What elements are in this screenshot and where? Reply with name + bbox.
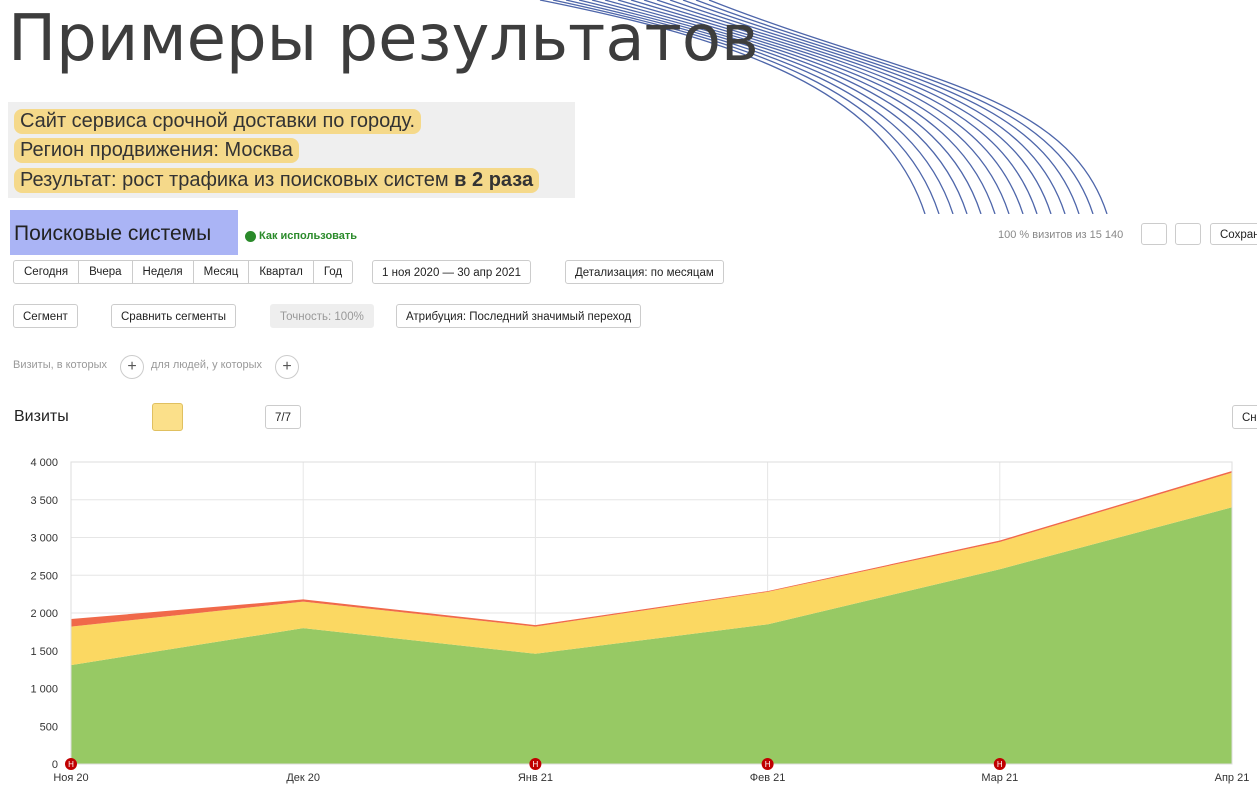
add-filter[interactable]: + — [275, 355, 299, 379]
decor-arc — [591, 0, 982, 214]
decor-arc — [656, 0, 1052, 214]
date-range[interactable]: 1 ноя 2020 — 30 апр 2021 — [372, 260, 532, 284]
x-tick-label: Янв 21 — [518, 772, 553, 784]
stacked-view-button[interactable] — [152, 403, 183, 431]
y-tick-label: 3 000 — [30, 533, 58, 545]
title-highlight — [10, 210, 238, 255]
metric-label: Визиты — [14, 408, 69, 425]
decor-arc — [617, 0, 1010, 214]
decor-arc — [565, 0, 954, 214]
y-tick-label: 1 000 — [30, 684, 58, 696]
segment-button[interactable]: Сегмент — [13, 304, 78, 328]
report-title: Поисковые системы — [14, 222, 212, 245]
notes-box: Сайт сервиса срочной доставки по городу.… — [8, 102, 575, 198]
decor-arc — [708, 0, 1108, 214]
plot-border — [70, 461, 1233, 765]
page-title: Примеры результатов — [8, 2, 759, 76]
attribution-button[interactable]: Атрибуция: Последний значимый переход — [396, 304, 642, 328]
y-tick-label: 2 000 — [30, 608, 58, 620]
x-tick-label: Ноя 20 — [53, 772, 88, 784]
note: Сайт сервиса срочной доставки по городу. — [14, 109, 421, 134]
decor-arc — [643, 0, 1038, 214]
accuracy-button: Точность: 100% — [270, 304, 374, 328]
filter-visits: Визиты, в которых — [13, 359, 107, 371]
event-marker — [761, 758, 774, 770]
help-link[interactable]: Как использовать — [245, 230, 357, 242]
y-tick-label: 3 500 — [30, 495, 58, 507]
annotations-dropdown[interactable]: 7/7 — [265, 405, 301, 429]
decor-arc — [669, 0, 1066, 214]
note: Результат: рост трафика из поисковых сис… — [14, 168, 540, 193]
export-button[interactable] — [1175, 223, 1201, 245]
history-button[interactable] — [1141, 223, 1167, 245]
note-bold: в 2 раза — [454, 169, 534, 191]
note-text: Результат: рост трафика из поисковых сис… — [20, 169, 449, 191]
decor-arc — [604, 0, 996, 214]
x-tick-label: Дек 20 — [286, 772, 320, 784]
event-label: Н — [533, 760, 539, 769]
event-marker — [65, 758, 77, 770]
x-tick-label: Мар 21 — [981, 772, 1018, 784]
period-button[interactable]: Квартал — [249, 261, 314, 283]
event-label: Н — [997, 760, 1003, 769]
x-tick-label: Фев 21 — [750, 772, 786, 784]
chart: 0 500 1 000 1 500 2 000 2 500 3 000 3 500 4 000 Н… — [30, 457, 1250, 784]
side-button[interactable]: Сн — [1232, 405, 1257, 429]
period-button[interactable]: Год — [323, 266, 343, 278]
event-label: Н — [765, 760, 771, 769]
area — [71, 471, 1232, 627]
y-tick-label: 1 500 — [30, 646, 58, 658]
filter-people: для людей, у которых — [151, 359, 262, 371]
decor-arc — [539, 0, 926, 214]
event-label: Н — [68, 760, 74, 769]
y-tick-label: 500 — [40, 721, 58, 733]
decor-arc — [695, 0, 1094, 214]
period-button[interactable]: Сегодня — [14, 261, 80, 283]
compare-button[interactable]: Сравнить сегменты — [111, 304, 236, 328]
help-text[interactable]: Как использовать — [259, 230, 358, 242]
add-filter[interactable]: + — [120, 355, 144, 379]
decor-arc — [630, 0, 1024, 214]
y-tick-label: 4 000 — [30, 457, 58, 469]
visits-share: 100 % визитов из 15 140 — [998, 229, 1124, 241]
detail-dropdown[interactable]: Детализация: по месяцам — [565, 260, 724, 284]
save-button[interactable]: Сохран — [1210, 223, 1257, 245]
area — [71, 472, 1232, 666]
decor-arc — [552, 0, 940, 214]
period-button[interactable]: Неделя — [133, 261, 194, 283]
decor-arc — [682, 0, 1080, 214]
event-marker — [993, 758, 1006, 770]
x-tick-label: Апр 21 — [1215, 772, 1250, 784]
note: Регион продвижения: Москва — [14, 138, 299, 163]
y-tick-label: 0 — [52, 759, 58, 771]
decor-arc — [578, 0, 968, 214]
period-button[interactable]: Вчера — [79, 261, 133, 283]
period-group: Сегодня Вчера Неделя Месяц Квартал Год — [13, 260, 354, 284]
event-marker — [529, 758, 542, 770]
period-button[interactable]: Месяц — [194, 261, 250, 283]
area — [71, 507, 1232, 764]
decor-arcs — [539, 0, 1108, 214]
y-tick-label: 2 500 — [30, 570, 58, 582]
